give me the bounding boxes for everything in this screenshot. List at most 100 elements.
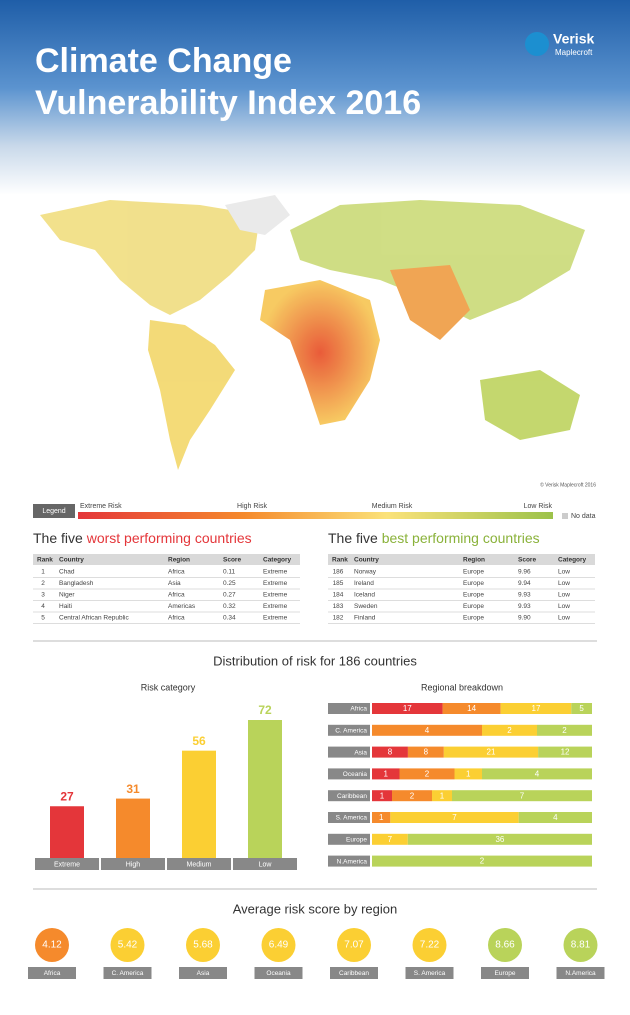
table-header: Region [168,557,190,564]
segment-label: 14 [467,704,476,713]
value-label: 8.81 [571,940,591,951]
score-dot [563,928,598,962]
segment-label: 7 [388,835,393,844]
value-label: 6.49 [269,940,289,951]
segment-label: 4 [553,813,558,822]
table-cell: Low [558,569,570,576]
table-cell: Extreme [263,569,288,576]
category-box [405,967,454,979]
category-box [35,858,99,870]
table-cell: Africa [168,615,185,622]
table-cell: 9.90 [518,615,531,622]
table-cell: 185 [333,580,344,587]
segment-label: 17 [403,704,412,713]
table-cell: Haiti [59,603,72,610]
segment-label: 2 [425,770,430,779]
category-box [328,768,370,780]
table-header: Country [354,557,379,564]
table-cell: Bangladesh [59,580,94,587]
bar-segment [500,703,572,714]
table-cell: 184 [333,592,344,599]
category-box [328,855,370,867]
bar-segment [372,855,592,867]
table-header: Country [59,557,84,564]
x-tick-label: Europe [495,970,516,977]
table-title: The five best performing countries [328,530,540,546]
table-cell: Americas [168,603,196,610]
y-tick-label: Oceania [343,771,368,778]
table-cell: Extreme [263,592,288,599]
category-box [328,724,370,736]
bar-segment [399,768,455,780]
score-dot [337,928,371,962]
table-cell: Europe [463,592,484,599]
logo-sub: Maplecroft [555,48,593,57]
table-header: Rank [37,557,53,564]
table-cell: 186 [333,569,344,576]
segment-label: 2 [507,726,512,735]
legend-stop: Low Risk [524,503,553,510]
chart-title: Regional breakdown [421,682,503,692]
x-tick-label: N.America [565,970,596,977]
legend-stop: High Risk [237,503,267,510]
bar-segment [372,703,443,714]
segment-label: 21 [487,748,496,757]
y-tick-label: Asia [354,749,367,756]
table-cell: 9.93 [518,603,531,610]
legend-box [33,504,75,518]
x-tick-label: C. America [112,970,144,977]
title: Climate Change [35,42,292,80]
table-header: Category [263,557,292,564]
table-cell: Chad [59,569,75,576]
table-cell: Europe [463,603,484,610]
table-cell: Low [558,615,570,622]
segment-label: 17 [532,704,541,713]
value-label: 5.68 [193,940,213,951]
table-header: Region [463,557,485,564]
legend-label: Legend [42,508,65,515]
segment-label: 36 [495,835,504,844]
table-cell: 1 [41,569,45,576]
x-tick-label: Medium [187,861,212,868]
table-cell: 182 [333,615,344,622]
score-dot [261,928,296,962]
segment-label: 4 [425,726,430,735]
table-cell: 0.34 [223,615,236,622]
table-cell: Africa [168,569,185,576]
bar-segment [372,746,408,758]
table-cell: 9.96 [518,569,531,576]
bar-segment [372,724,482,736]
category-box [167,858,231,870]
y-tick-label: N.America [337,858,368,865]
segment-label: 8 [424,748,429,757]
table-cell: 5 [41,615,45,622]
score-dot [110,928,145,962]
score-dot [412,928,447,962]
section-title: Distribution of risk for 186 countries [213,653,417,668]
segment-label: 5 [579,704,584,713]
bar-segment [432,790,452,802]
segment-label: 7 [520,791,525,800]
bar-segment [390,812,519,823]
x-tick-label: Africa [44,970,61,977]
segment-label: 1 [440,791,445,800]
category-box [254,967,303,979]
table-header-bg [33,554,300,565]
y-tick-label: C. America [335,728,367,735]
bar [248,720,282,858]
table-cell: Norway [354,569,377,576]
table-cell: Africa [168,592,185,599]
bar-segment [571,703,592,714]
title: Vulnerability Index 2016 [35,84,421,122]
table-cell: Sweden [354,603,378,610]
logo-icon [525,32,549,56]
segment-label: 2 [480,857,485,866]
bar-segment [518,812,592,823]
header-background [0,0,630,195]
value-label: 4.12 [42,940,62,951]
y-tick-label: Europe [346,837,367,844]
title-prefix: The five [33,530,87,546]
y-tick-label: Caribbean [337,793,367,800]
table-cell: Extreme [263,580,288,587]
